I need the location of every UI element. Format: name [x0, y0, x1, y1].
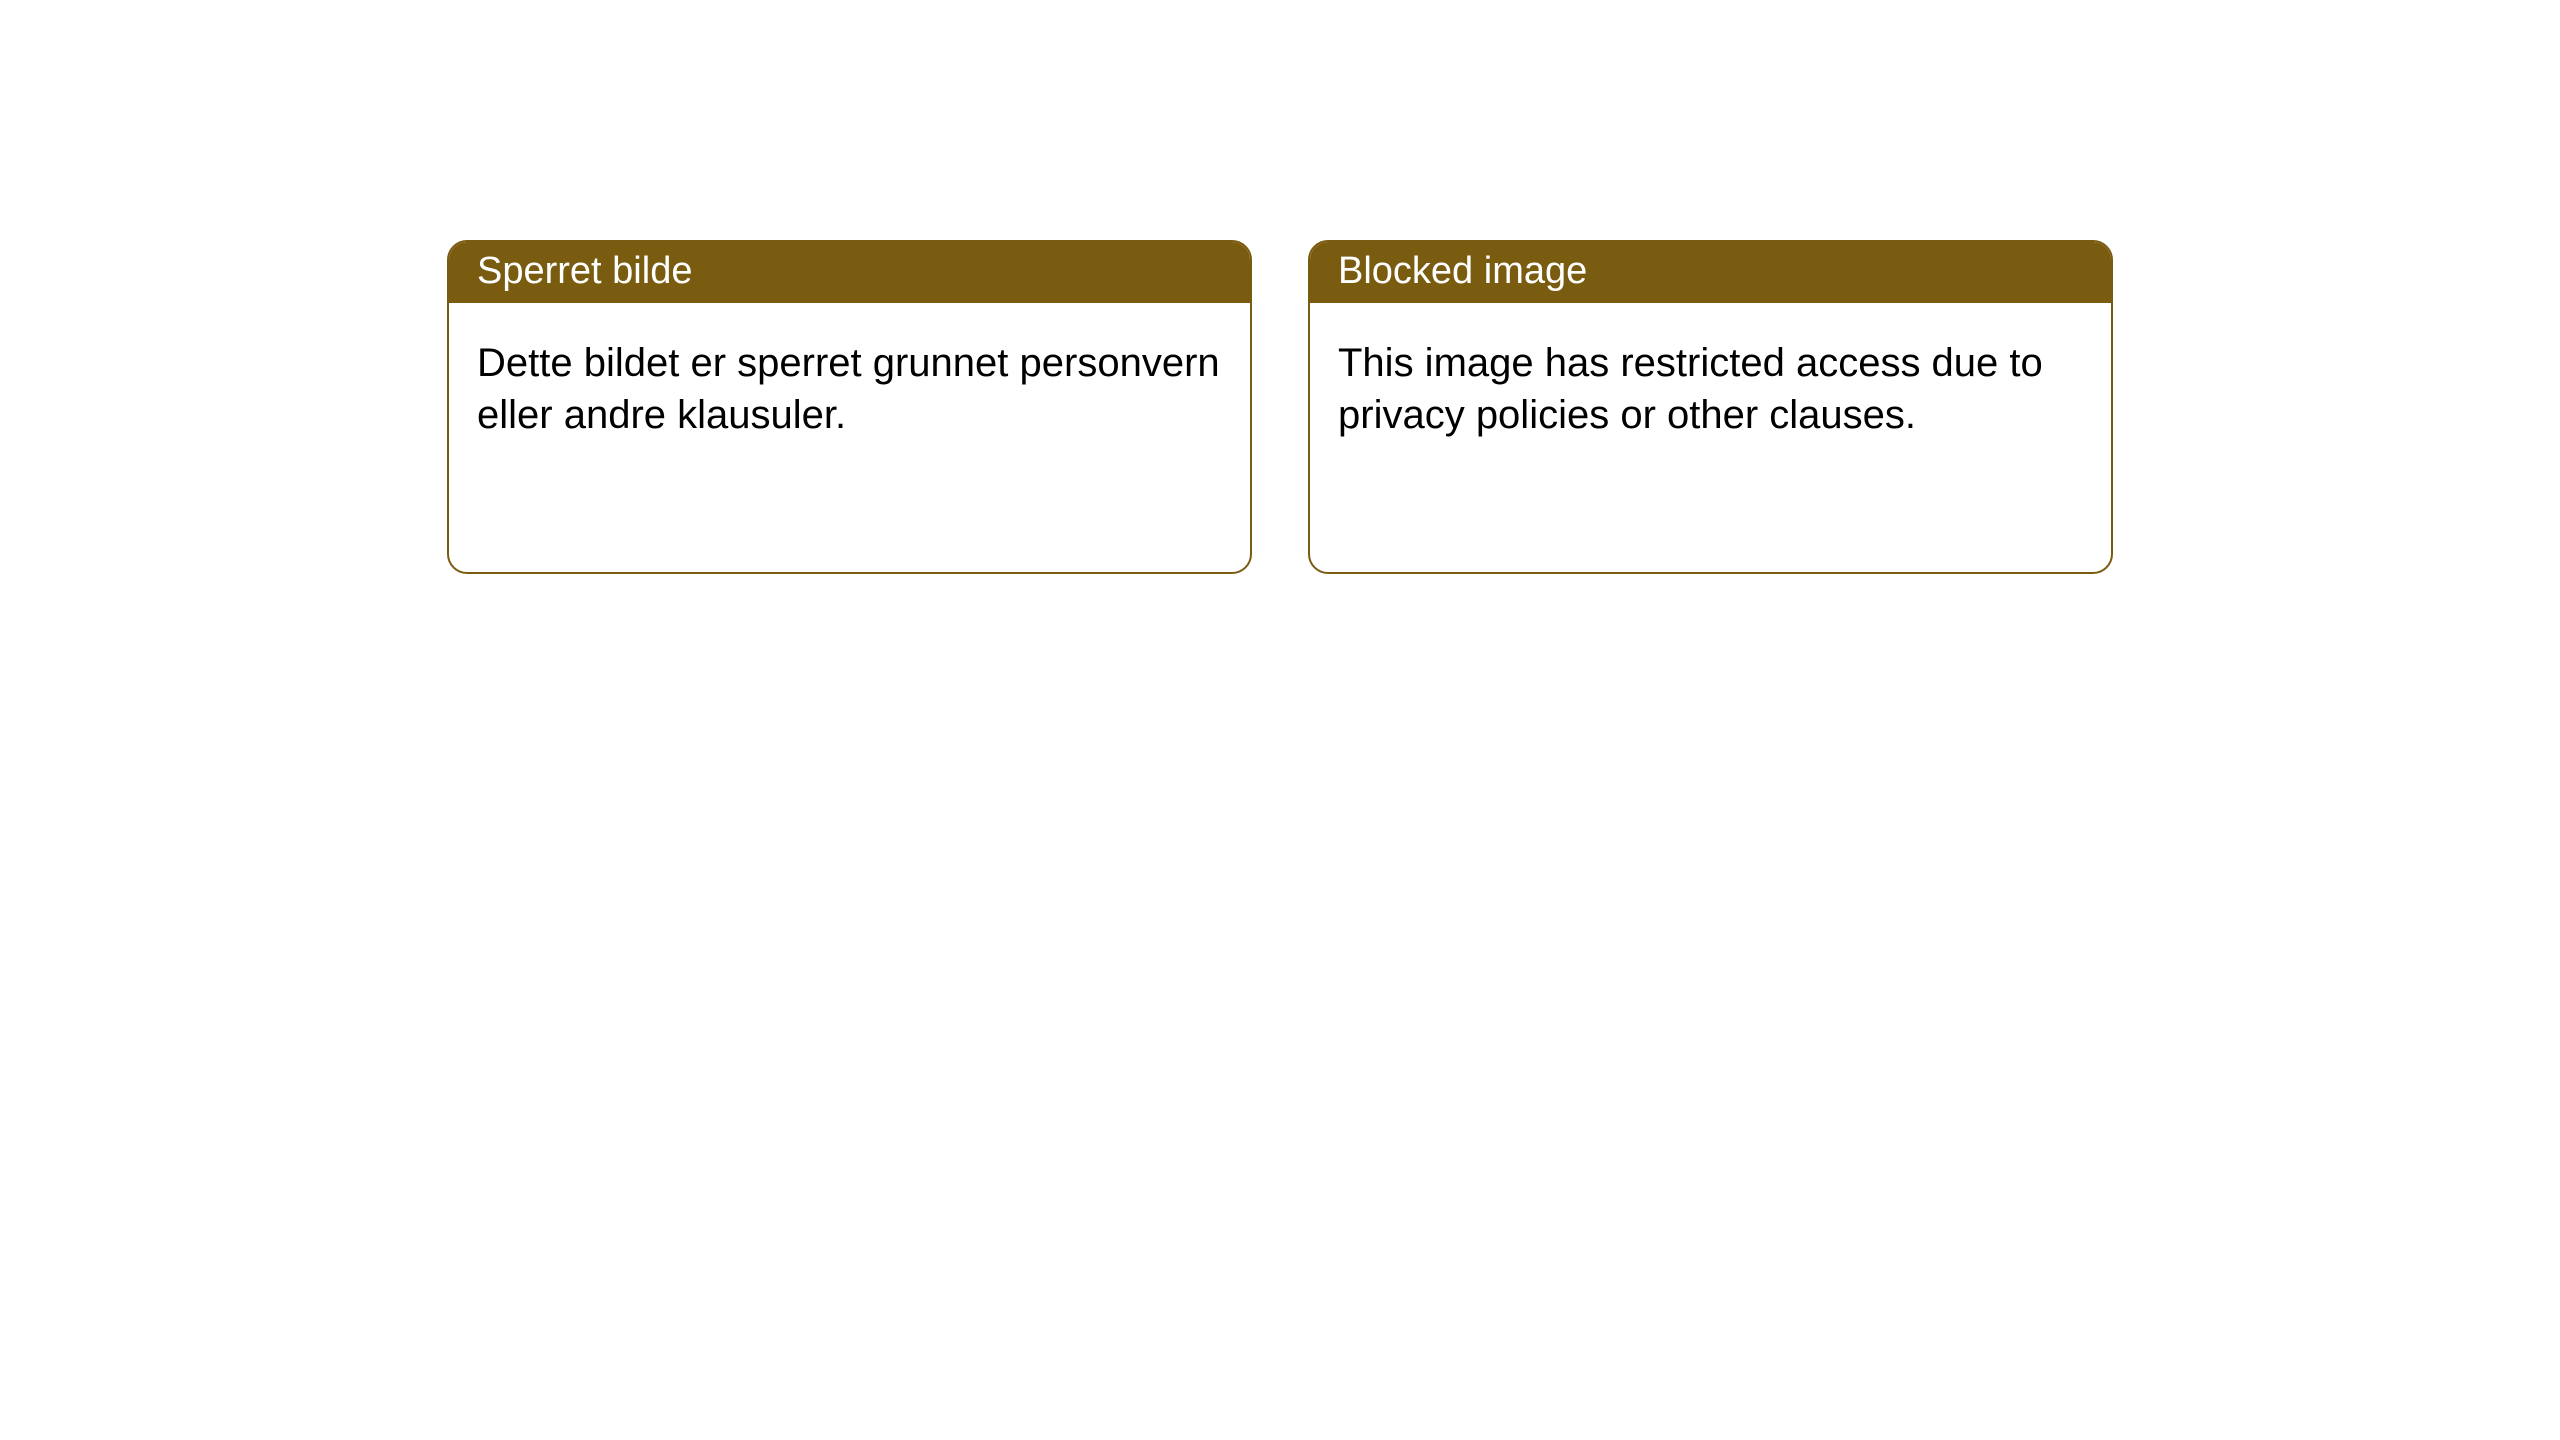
card-body: This image has restricted access due to …: [1310, 303, 2111, 469]
notice-card-norwegian: Sperret bilde Dette bildet er sperret gr…: [447, 240, 1252, 574]
card-title: Sperret bilde: [477, 250, 692, 292]
card-body-text: Dette bildet er sperret grunnet personve…: [477, 341, 1220, 437]
card-header: Sperret bilde: [449, 242, 1250, 303]
card-title: Blocked image: [1338, 250, 1587, 292]
card-body: Dette bildet er sperret grunnet personve…: [449, 303, 1250, 469]
notice-card-container: Sperret bilde Dette bildet er sperret gr…: [0, 0, 2560, 574]
card-header: Blocked image: [1310, 242, 2111, 303]
notice-card-english: Blocked image This image has restricted …: [1308, 240, 2113, 574]
card-body-text: This image has restricted access due to …: [1338, 341, 2043, 437]
